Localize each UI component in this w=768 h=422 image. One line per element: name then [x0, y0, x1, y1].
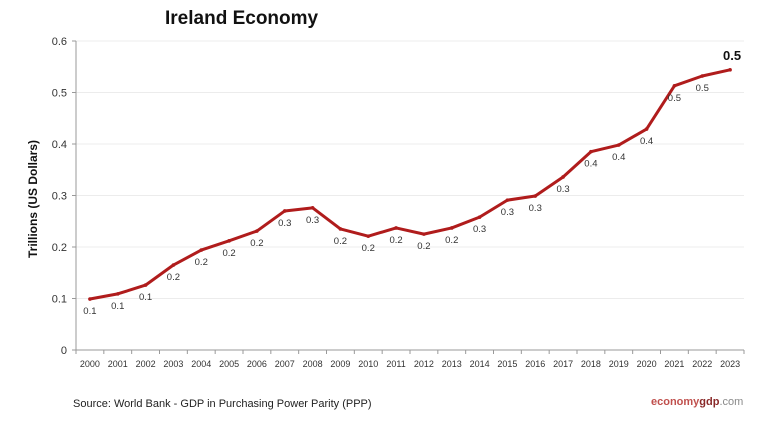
x-tick-label: 2013: [442, 359, 462, 369]
x-tick-label: 2020: [637, 359, 657, 369]
data-label: 0.2: [250, 238, 263, 249]
x-tick-label: 2022: [692, 359, 712, 369]
data-point: [310, 206, 315, 210]
y-tick-label: 0.6: [52, 36, 67, 48]
x-tick-label: 2002: [136, 359, 156, 369]
x-tick-label: 2001: [108, 359, 128, 369]
data-label: 0.2: [195, 257, 208, 268]
data-point: [143, 283, 148, 287]
data-label: 0.3: [556, 184, 569, 195]
data-label: 0.3: [473, 224, 486, 235]
data-label: 0.3: [306, 215, 319, 226]
data-point: [728, 68, 732, 72]
data-point: [477, 215, 482, 219]
y-tick-label: 0.2: [52, 242, 67, 254]
data-point: [88, 297, 92, 301]
data-label: 0.2: [362, 243, 375, 254]
x-tick-label: 2014: [470, 359, 490, 369]
source-note: Source: World Bank - GDP in Purchasing P…: [73, 398, 372, 410]
data-label: 0.2: [389, 235, 402, 246]
x-tick-label: 2021: [664, 359, 684, 369]
data-point: [533, 194, 538, 198]
x-tick-label: 2003: [163, 359, 183, 369]
data-point: [589, 149, 593, 154]
data-point: [394, 226, 398, 230]
x-tick-label: 2017: [553, 359, 573, 369]
series-line: [89, 68, 731, 301]
data-point: [561, 175, 565, 179]
y-tick-label: 0.3: [52, 191, 67, 203]
x-tick-label: 2019: [609, 359, 629, 369]
y-tick-label: 0.1: [52, 294, 67, 306]
y-tick-label: 0.5: [52, 88, 67, 100]
data-point: [644, 127, 649, 131]
data-label: 0.1: [139, 292, 152, 303]
x-tick-label: 2012: [414, 359, 434, 369]
data-point: [282, 209, 287, 213]
x-tick-label: 2016: [525, 359, 545, 369]
data-point: [171, 263, 176, 267]
data-point: [115, 292, 120, 296]
x-tick-label: 2007: [275, 359, 295, 369]
chart-title: Ireland Economy: [165, 8, 319, 29]
data-label: 0.5: [696, 83, 709, 94]
y-tick-label: 0.4: [52, 139, 67, 151]
x-tick-label: 2023: [720, 359, 740, 369]
data-label: 0.3: [529, 203, 542, 214]
economygdp-logo: economygdp.com: [651, 396, 744, 408]
data-label: 0.2: [222, 248, 235, 259]
data-point: [199, 248, 204, 252]
data-label: 0.2: [167, 272, 180, 283]
x-tick-label: 2004: [191, 359, 211, 369]
x-tick-label: 2008: [303, 359, 323, 369]
data-label: 0.1: [111, 301, 124, 312]
data-point: [505, 198, 510, 202]
y-tick-label: 0: [61, 345, 67, 357]
x-tick-label: 2006: [247, 359, 267, 369]
data-label: 0.5: [723, 48, 741, 63]
data-label: 0.5: [668, 93, 681, 104]
x-tick-label: 2005: [219, 359, 239, 369]
data-point: [338, 227, 343, 231]
x-tick-label: 2018: [581, 359, 601, 369]
data-point: [227, 239, 231, 243]
data-label: 0.4: [584, 159, 597, 170]
data-label: 0.3: [501, 207, 514, 218]
data-point: [616, 143, 621, 147]
data-point: [700, 74, 705, 78]
data-point: [255, 229, 259, 233]
data-label: 0.4: [612, 152, 625, 163]
data-label: 0.4: [640, 136, 653, 147]
x-tick-label: 2000: [80, 359, 100, 369]
data-point: [422, 232, 426, 236]
x-tick-label: 2015: [497, 359, 517, 369]
data-label: 0.1: [83, 306, 96, 317]
data-label: 0.2: [445, 235, 458, 246]
data-label: 0.2: [334, 236, 347, 247]
x-tick-label: 2011: [386, 359, 405, 369]
data-point: [672, 84, 677, 88]
x-tick-label: 2010: [358, 359, 378, 369]
data-label: 0.2: [417, 241, 430, 252]
data-label: 0.3: [278, 218, 291, 229]
data-point: [366, 234, 371, 238]
x-tick-label: 2009: [330, 359, 350, 369]
data-point: [449, 226, 454, 230]
